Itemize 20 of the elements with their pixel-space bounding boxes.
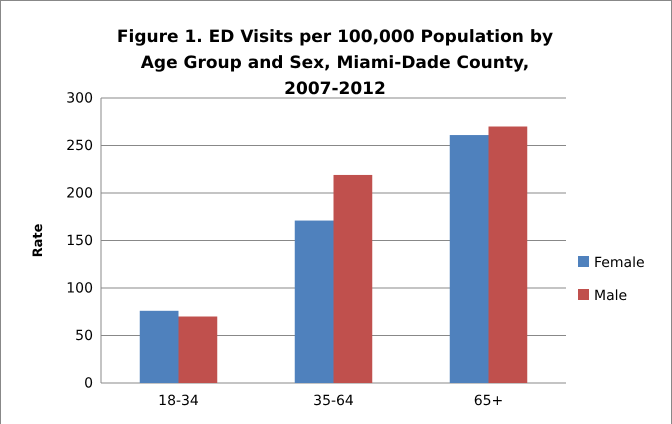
bar <box>140 310 178 383</box>
y-tick-label: 50 <box>75 328 93 344</box>
y-tick-label: 0 <box>84 375 93 392</box>
chart-title: Figure 1. ED Visits per 100,000 Population by Age Group and Sex, Miami-Dade County, 2007-2012 <box>116 27 554 99</box>
x-tick-label: 35-64 <box>313 392 354 409</box>
y-axis-title: Rate <box>31 223 46 258</box>
legend-label: Female <box>594 255 645 271</box>
bar <box>178 316 218 383</box>
legend-label: Male <box>594 288 628 304</box>
x-tick-label: 65+ <box>474 392 504 409</box>
y-tick-label: 250 <box>66 138 93 154</box>
y-tick-label: 300 <box>66 90 93 106</box>
x-tick-label: 18-34 <box>158 392 199 409</box>
y-tick-label: 100 <box>66 280 93 296</box>
bar <box>450 135 488 383</box>
bar <box>488 126 528 383</box>
y-tick-label: 150 <box>66 232 93 249</box>
bar <box>334 174 372 383</box>
bar <box>294 220 334 383</box>
y-tick-label: 200 <box>66 185 93 202</box>
